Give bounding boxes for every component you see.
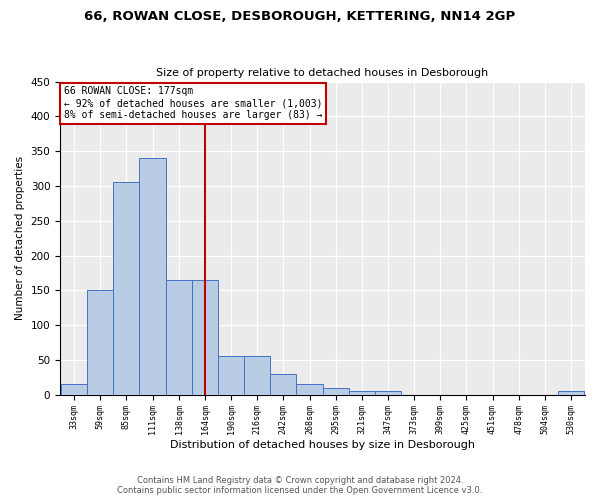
Bar [139,158,166,394]
Bar [88,290,113,395]
Y-axis label: Number of detached properties: Number of detached properties [15,156,25,320]
Text: Contains HM Land Registry data © Crown copyright and database right 2024.
Contai: Contains HM Land Registry data © Crown c… [118,476,482,495]
Bar [61,384,86,394]
Bar [323,388,349,394]
X-axis label: Distribution of detached houses by size in Desborough: Distribution of detached houses by size … [170,440,475,450]
Bar [376,391,401,394]
Bar [244,356,269,395]
Bar [559,391,584,394]
Text: 66, ROWAN CLOSE, DESBOROUGH, KETTERING, NN14 2GP: 66, ROWAN CLOSE, DESBOROUGH, KETTERING, … [85,10,515,23]
Bar [296,384,323,394]
Bar [271,374,296,394]
Bar [113,182,139,394]
Text: 66 ROWAN CLOSE: 177sqm
← 92% of detached houses are smaller (1,003)
8% of semi-d: 66 ROWAN CLOSE: 177sqm ← 92% of detached… [64,86,323,120]
Bar [166,280,191,394]
Bar [218,356,244,395]
Bar [349,391,374,394]
Title: Size of property relative to detached houses in Desborough: Size of property relative to detached ho… [157,68,488,78]
Bar [193,280,218,394]
